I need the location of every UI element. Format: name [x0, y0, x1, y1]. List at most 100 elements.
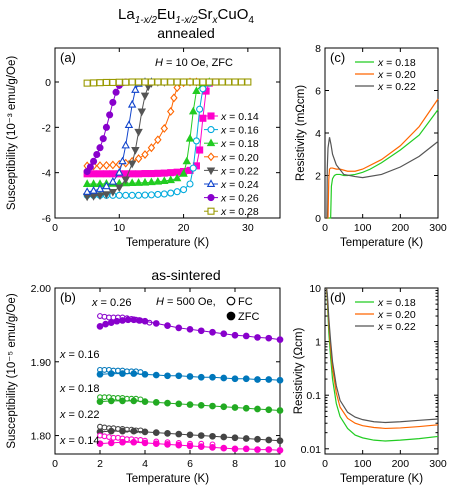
zfc-point	[197, 401, 205, 409]
zfc-point	[124, 316, 132, 324]
series-line	[325, 98, 439, 219]
x-tick-label: 10	[274, 458, 286, 470]
zfc-point	[152, 399, 160, 406]
zfc-point	[175, 324, 183, 332]
zfc-point	[175, 441, 183, 449]
zfc-point	[276, 407, 284, 414]
data-point	[167, 169, 175, 177]
zfc-point	[231, 434, 239, 442]
zfc-point	[130, 316, 138, 324]
data-point	[182, 156, 192, 165]
y-tick-label: -2	[42, 122, 51, 134]
zfc-point	[130, 370, 138, 377]
x-tick-label: 6	[187, 458, 193, 470]
legend-marker	[207, 152, 215, 162]
zfc-point	[119, 438, 126, 446]
data-point	[179, 169, 188, 177]
panel-label: (d)	[330, 290, 346, 305]
legend-marker	[207, 207, 215, 215]
data-point	[186, 180, 194, 188]
data-point	[96, 144, 104, 152]
series-0.28: x = 0.28	[83, 78, 259, 218]
legend-label: x = 0.14	[220, 111, 259, 123]
zfc-point	[102, 320, 109, 328]
data-point	[173, 78, 181, 86]
data-point	[185, 133, 195, 142]
data-point	[153, 176, 163, 185]
data-point	[135, 191, 143, 199]
data-point	[140, 92, 150, 101]
data-point	[137, 108, 147, 117]
data-point	[90, 79, 98, 87]
legend-label-zfc: ZFC	[238, 311, 259, 323]
zfc-point	[186, 373, 194, 380]
data-point	[141, 191, 149, 199]
x-tick-label: 300	[429, 222, 447, 234]
x-tick-label: 2	[97, 458, 103, 470]
legend-label: x = 0.22	[377, 81, 416, 93]
data-point	[218, 78, 226, 86]
y-tick-label: 0	[315, 213, 321, 225]
series-0.14: x = 0.14	[59, 432, 284, 454]
zfc-point	[130, 397, 138, 405]
data-point	[109, 98, 117, 106]
series-0.14: x = 0.14	[83, 78, 259, 178]
data-point	[122, 191, 130, 199]
zfc-point	[254, 435, 261, 443]
data-point	[188, 106, 198, 115]
series-line	[325, 287, 439, 424]
data-point	[128, 78, 136, 86]
data-point	[127, 178, 137, 187]
data-point	[154, 190, 162, 198]
x-tick-label: 8	[232, 458, 238, 470]
zfc-point	[265, 406, 273, 414]
zfc-point	[119, 427, 126, 435]
data-point	[141, 78, 149, 86]
data-point	[147, 177, 156, 186]
data-point	[121, 176, 130, 185]
zfc-point	[242, 404, 250, 412]
field-annotation: H = 500 Oe,	[156, 296, 216, 308]
panel-c-resistivity-annealed: 0 100 200 300 0 2 4 6 8 Temperature (K) Resistivit…	[295, 43, 447, 249]
data-point	[173, 188, 181, 196]
zfc-point	[186, 401, 194, 408]
data-point	[102, 170, 110, 178]
data-point	[180, 186, 188, 194]
y-tick-label: 2	[315, 171, 321, 183]
series-0.18: x = 0.18	[59, 383, 284, 414]
data-point	[160, 169, 168, 177]
zfc-point	[220, 444, 228, 452]
data-point	[115, 184, 124, 193]
zfc-point	[197, 443, 205, 450]
zfc-point	[164, 441, 171, 448]
zfc-point	[141, 439, 149, 447]
zfc-point	[119, 370, 126, 377]
zfc-point	[141, 317, 149, 325]
data-point	[172, 173, 182, 182]
series-0.20: x = 0.20	[325, 287, 439, 430]
x-tick-label: 100	[354, 458, 372, 470]
zfc-point	[242, 332, 250, 340]
zfc-point	[186, 442, 194, 450]
series-line	[325, 137, 439, 219]
data-point	[167, 78, 175, 86]
y-tick-label: 6	[315, 86, 321, 98]
data-point	[102, 78, 110, 87]
legend-marker-zfc	[226, 311, 236, 321]
data-point	[90, 170, 98, 178]
data-point	[225, 78, 233, 86]
legend-label: x = 0.18	[377, 297, 416, 309]
x-tick-label: 0	[52, 458, 58, 470]
zfc-point	[175, 430, 183, 438]
zfc-point	[175, 372, 183, 380]
zfc-point	[96, 440, 104, 448]
series-line	[87, 81, 197, 167]
data-point	[96, 79, 104, 87]
data-point	[196, 146, 204, 154]
data-point	[127, 160, 137, 169]
data-point	[115, 167, 124, 176]
data-point	[106, 111, 114, 119]
zfc-point	[209, 444, 216, 451]
zfc-point	[107, 370, 115, 377]
x-tick-label: 0	[322, 458, 328, 470]
